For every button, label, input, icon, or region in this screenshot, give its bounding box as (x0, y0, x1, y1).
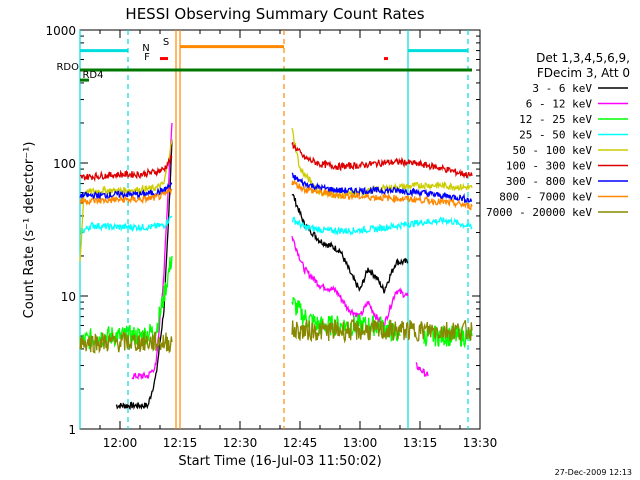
flag-label-s: S (163, 37, 169, 48)
series-line (291, 297, 401, 342)
plot-area (79, 29, 481, 430)
legend: Det 1,3,4,5,6,9, FDecim 3, Att 0 3 - 6 k… (486, 51, 630, 219)
flag-label-rdo: RDO (56, 62, 79, 73)
series-line (291, 193, 409, 294)
series-line (291, 179, 473, 211)
x-axis-label: Start Time (16-Jul-03 11:50:02) (178, 454, 381, 469)
x-tick-label: 13:00 (343, 436, 378, 450)
y-tick-label: 10 (61, 290, 76, 304)
series-line (415, 362, 429, 377)
flag-label-n: N (142, 43, 149, 54)
legend-entry-label: 12 - 25 keV (519, 113, 592, 126)
series-line (115, 139, 173, 411)
x-tick-label: 12:45 (283, 436, 318, 450)
legend-entry-label: 800 - 7000 keV (499, 191, 592, 204)
x-tick-labels: 12:00 12:15 12:30 12:45 13:00 13:15 13:30 (103, 436, 498, 450)
y-tick-label: 1000 (45, 24, 76, 38)
y-tick-labels: 1 10 100 1000 (45, 24, 76, 437)
y-tick-label: 1 (68, 423, 76, 437)
y-axis-label: Count Rate (s⁻¹ detector⁻¹) (22, 142, 37, 319)
series-line (79, 139, 173, 262)
legend-header-2: FDecim 3, Att 0 (537, 66, 630, 80)
legend-entry-label: 100 - 300 keV (506, 160, 592, 173)
legend-entries: 3 - 6 keV 6 - 12 keV 12 - 25 keV 25 - 50 ke… (486, 82, 628, 219)
series-line (291, 235, 409, 329)
flag-label-f: F (144, 52, 150, 63)
flag-bars (80, 45, 472, 72)
legend-header-1: Det 1,3,4,5,6,9, (536, 51, 630, 65)
x-tick-label: 12:15 (163, 436, 198, 450)
series-line (79, 215, 173, 235)
legend-entry-label: 6 - 12 keV (526, 98, 593, 111)
series-line (291, 216, 473, 236)
y-tick-label: 100 (53, 157, 76, 171)
series-line (131, 122, 173, 381)
legend-entry-label: 300 - 800 keV (506, 175, 592, 188)
series-line (291, 318, 473, 344)
legend-entry-label: 3 - 6 keV (532, 82, 592, 95)
series-line (79, 331, 173, 354)
x-tick-label: 12:00 (103, 436, 138, 450)
x-tick-label: 13:30 (463, 436, 498, 450)
x-tick-label: 12:30 (223, 436, 258, 450)
series-line (79, 155, 173, 183)
series-line (291, 172, 473, 204)
legend-entry-label: 50 - 100 keV (513, 144, 593, 157)
series-line (291, 142, 473, 179)
x-tick-label: 13:15 (403, 436, 438, 450)
footer-date: 27-Dec-2009 12:13 (555, 468, 632, 477)
chart-title: HESSI Observing Summary Count Rates (125, 5, 424, 23)
series-layer (79, 122, 473, 411)
flag-label-rd4: RD4 (82, 70, 103, 81)
legend-entry-label: 7000 - 20000 keV (486, 206, 592, 219)
series-line (79, 187, 173, 206)
legend-entry-label: 25 - 50 keV (519, 129, 592, 142)
